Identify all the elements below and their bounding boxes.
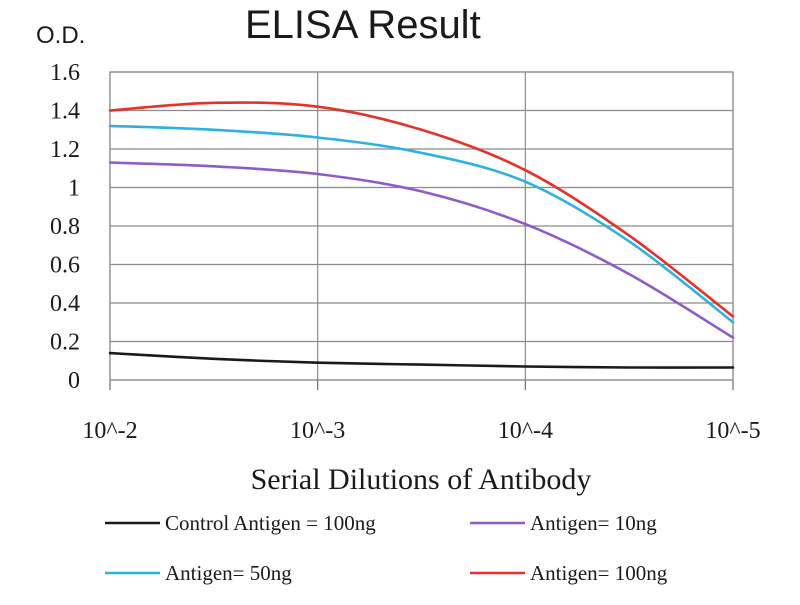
y-tick-label: 0.2	[50, 330, 80, 356]
y-tick-label: 1.4	[50, 99, 80, 125]
chart-title: ELISA Result	[245, 3, 481, 47]
y-tick-label: 1.2	[50, 137, 80, 163]
y-tick-label: 0	[68, 368, 80, 394]
legend-label-2: Antigen= 10ng	[530, 511, 657, 535]
legend-label-1: Control Antigen = 100ng	[165, 511, 376, 535]
y-tick-label: 0.6	[50, 253, 80, 279]
y-tick-label: 1.6	[50, 60, 80, 86]
plot-border	[109, 71, 734, 381]
legend-label-4: Antigen= 100ng	[530, 561, 668, 585]
legend: Control Antigen = 100ng Antigen= 10ng Anti…	[105, 511, 668, 585]
series-line-1	[108, 351, 735, 369]
series-line-3	[108, 124, 735, 324]
y-tick-label: 1	[68, 176, 80, 202]
series-line-4	[108, 101, 735, 318]
series-line-2	[108, 161, 735, 339]
x-tick-label: 10^-5	[705, 418, 760, 444]
x-axis-label: Serial Dilutions of Antibody	[251, 463, 592, 496]
plot-area: 0 0.2 0.4 0.6 0.8 1 1.2 1.4 1.6 10^-2 10^-3 10^-4 10…	[50, 60, 761, 444]
legend-label-3: Antigen= 50ng	[165, 561, 292, 585]
y-tick-label: 0.8	[50, 214, 80, 240]
y-axis-label: O.D.	[36, 22, 85, 49]
x-tick-label: 10^-2	[82, 418, 137, 444]
x-tick-label: 10^-4	[498, 418, 553, 444]
y-tick-label: 0.4	[50, 291, 80, 317]
x-tick-label: 10^-3	[290, 418, 345, 444]
